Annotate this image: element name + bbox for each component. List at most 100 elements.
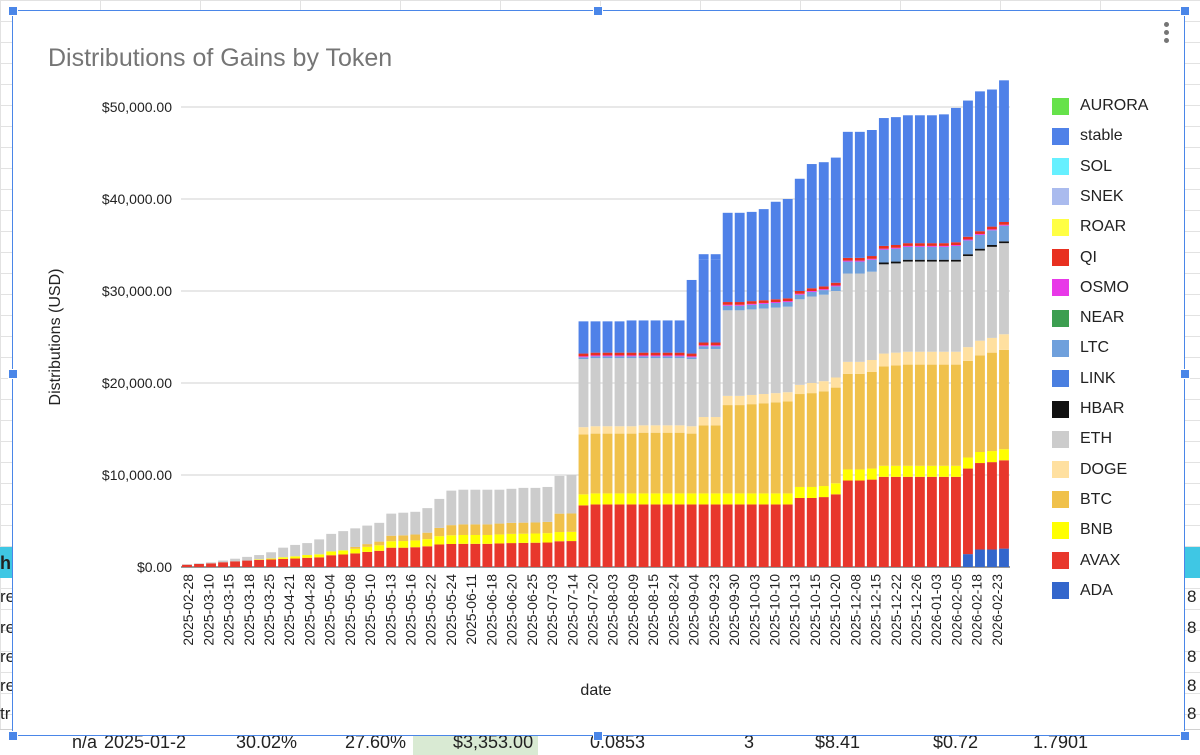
bar-segment-qi xyxy=(590,352,601,356)
bar-segment-bnb xyxy=(302,555,313,558)
cell-peek-left[interactable]: re xyxy=(0,647,16,666)
bar-segment-doge xyxy=(746,394,757,405)
bar-segment-osmo xyxy=(926,245,937,247)
bar-segment-bnb xyxy=(314,554,325,558)
bar-segment-eth xyxy=(554,475,565,514)
bar-segment-btc xyxy=(722,405,733,494)
bar-segment-doge xyxy=(975,340,985,356)
legend-item-eth[interactable]: ETH xyxy=(1052,429,1112,449)
bar-segment-osmo xyxy=(710,345,721,347)
bar-segment-stable xyxy=(975,91,985,232)
bar-segment-btc xyxy=(794,394,805,487)
legend-item-osmo[interactable]: OSMO xyxy=(1052,278,1129,298)
bar-segment-ltc xyxy=(590,356,601,359)
legend-item-bnb[interactable]: BNB xyxy=(1052,520,1113,540)
cell[interactable]: 2025-01-2 xyxy=(104,732,187,752)
x-tick-label: 2026-01-03 xyxy=(928,574,944,646)
cell-peek-right[interactable]: 8 xyxy=(1187,618,1197,637)
bar-segment-eth xyxy=(494,489,505,524)
x-tick-label: 2025-07-20 xyxy=(585,574,601,646)
cell[interactable]: 1.7901 xyxy=(1033,732,1089,752)
bar-segment-stable xyxy=(878,118,889,246)
cell[interactable]: 0.0853 xyxy=(590,732,646,752)
cell[interactable]: 27.60% xyxy=(345,732,407,752)
cell[interactable]: 3 xyxy=(744,732,755,752)
bar-segment-stable xyxy=(830,157,841,283)
resize-handle[interactable] xyxy=(1180,369,1190,379)
bar-segment-btc xyxy=(410,534,421,541)
bar-segment-eth xyxy=(362,525,373,545)
bar-segment-stable xyxy=(999,80,1009,222)
cell-peek-right[interactable]: 8 xyxy=(1187,676,1197,695)
legend-item-sol[interactable]: SOL xyxy=(1052,157,1112,177)
legend-item-btc[interactable]: BTC xyxy=(1052,490,1112,510)
legend-item-avax[interactable]: AVAX xyxy=(1052,551,1120,571)
resize-handle[interactable] xyxy=(593,6,603,16)
legend-item-qi[interactable]: QI xyxy=(1052,248,1097,268)
bar-segment-avax xyxy=(182,564,192,567)
bar-segment-btc xyxy=(650,432,661,494)
bar-segment-osmo xyxy=(806,291,817,292)
bar-segment-bnb xyxy=(578,494,589,506)
legend-item-link[interactable]: LINK xyxy=(1052,369,1116,389)
bar-segment-ltc xyxy=(806,291,817,297)
cell[interactable]: n/a xyxy=(72,732,98,752)
cell-peek-left[interactable]: re xyxy=(0,618,16,637)
bar-segment-eth xyxy=(926,261,937,352)
bar-segment-avax xyxy=(494,543,505,567)
row-header-peek: h xyxy=(0,553,11,573)
bar-segment-avax xyxy=(638,504,649,567)
bar-segment-hbar xyxy=(951,259,961,262)
cell-peek-left[interactable]: re xyxy=(0,676,16,695)
bar-segment-eth xyxy=(434,498,445,528)
bar-segment-eth xyxy=(722,310,733,396)
bar-segment-qi xyxy=(806,288,817,291)
more-options-icon[interactable] xyxy=(1160,22,1172,46)
cell-peek-left[interactable]: re xyxy=(0,587,16,606)
bar-segment-avax xyxy=(578,505,589,567)
resize-handle[interactable] xyxy=(593,731,603,741)
bar-segment-bnb xyxy=(482,534,493,544)
bar-segment-avax xyxy=(338,554,349,567)
bar-segment-bnb xyxy=(914,465,925,477)
cell[interactable]: $3,353.00 xyxy=(453,732,534,752)
cell-peek-right[interactable]: 8 xyxy=(1187,704,1197,723)
resize-handle[interactable] xyxy=(1180,6,1190,16)
bar-segment-eth xyxy=(338,531,349,551)
bar-segment-btc xyxy=(987,352,997,452)
cell-peek-left[interactable]: tr xyxy=(0,704,11,723)
legend-item-near[interactable]: NEAR xyxy=(1052,308,1124,328)
bar-segment-btc xyxy=(494,523,505,535)
bar-segment-osmo xyxy=(878,248,889,250)
x-tick-label: 2025-06-25 xyxy=(524,574,540,646)
bar-segment-avax xyxy=(458,543,469,567)
legend-item-ada[interactable]: ADA xyxy=(1052,581,1113,601)
legend-item-ltc[interactable]: LTC xyxy=(1052,338,1109,358)
resize-handle[interactable] xyxy=(1180,731,1190,741)
bar-segment-btc xyxy=(951,364,961,466)
legend-item-roar[interactable]: ROAR xyxy=(1052,217,1126,237)
legend-item-hbar[interactable]: HBAR xyxy=(1052,399,1124,419)
cell-peek-right[interactable]: 8 xyxy=(1187,647,1197,666)
resize-handle[interactable] xyxy=(8,6,18,16)
bar-segment-bnb xyxy=(614,493,625,505)
legend-label: ROAR xyxy=(1080,218,1127,236)
legend-label: BNB xyxy=(1080,521,1113,539)
cell[interactable]: 30.02% xyxy=(236,732,298,752)
bar-segment-doge xyxy=(926,351,937,365)
resize-handle[interactable] xyxy=(8,369,18,379)
bar-segment-osmo xyxy=(746,303,757,305)
bar-segment-bnb xyxy=(794,486,805,498)
cell[interactable]: $8.41 xyxy=(815,732,861,752)
bar-segment-osmo xyxy=(638,355,649,357)
bar-segment-ltc xyxy=(926,246,937,260)
legend-item-aurora[interactable]: AURORA xyxy=(1052,96,1148,116)
legend-item-stable[interactable]: stable xyxy=(1052,126,1123,146)
cell[interactable]: $0.72 xyxy=(933,732,979,752)
resize-handle[interactable] xyxy=(8,731,18,741)
bar-segment-hbar xyxy=(975,248,985,251)
cell-peek-right[interactable]: 8 xyxy=(1187,587,1197,606)
legend-item-doge[interactable]: DOGE xyxy=(1052,460,1127,480)
legend-item-snek[interactable]: SNEK xyxy=(1052,187,1124,207)
bar-segment-qi xyxy=(770,299,781,303)
